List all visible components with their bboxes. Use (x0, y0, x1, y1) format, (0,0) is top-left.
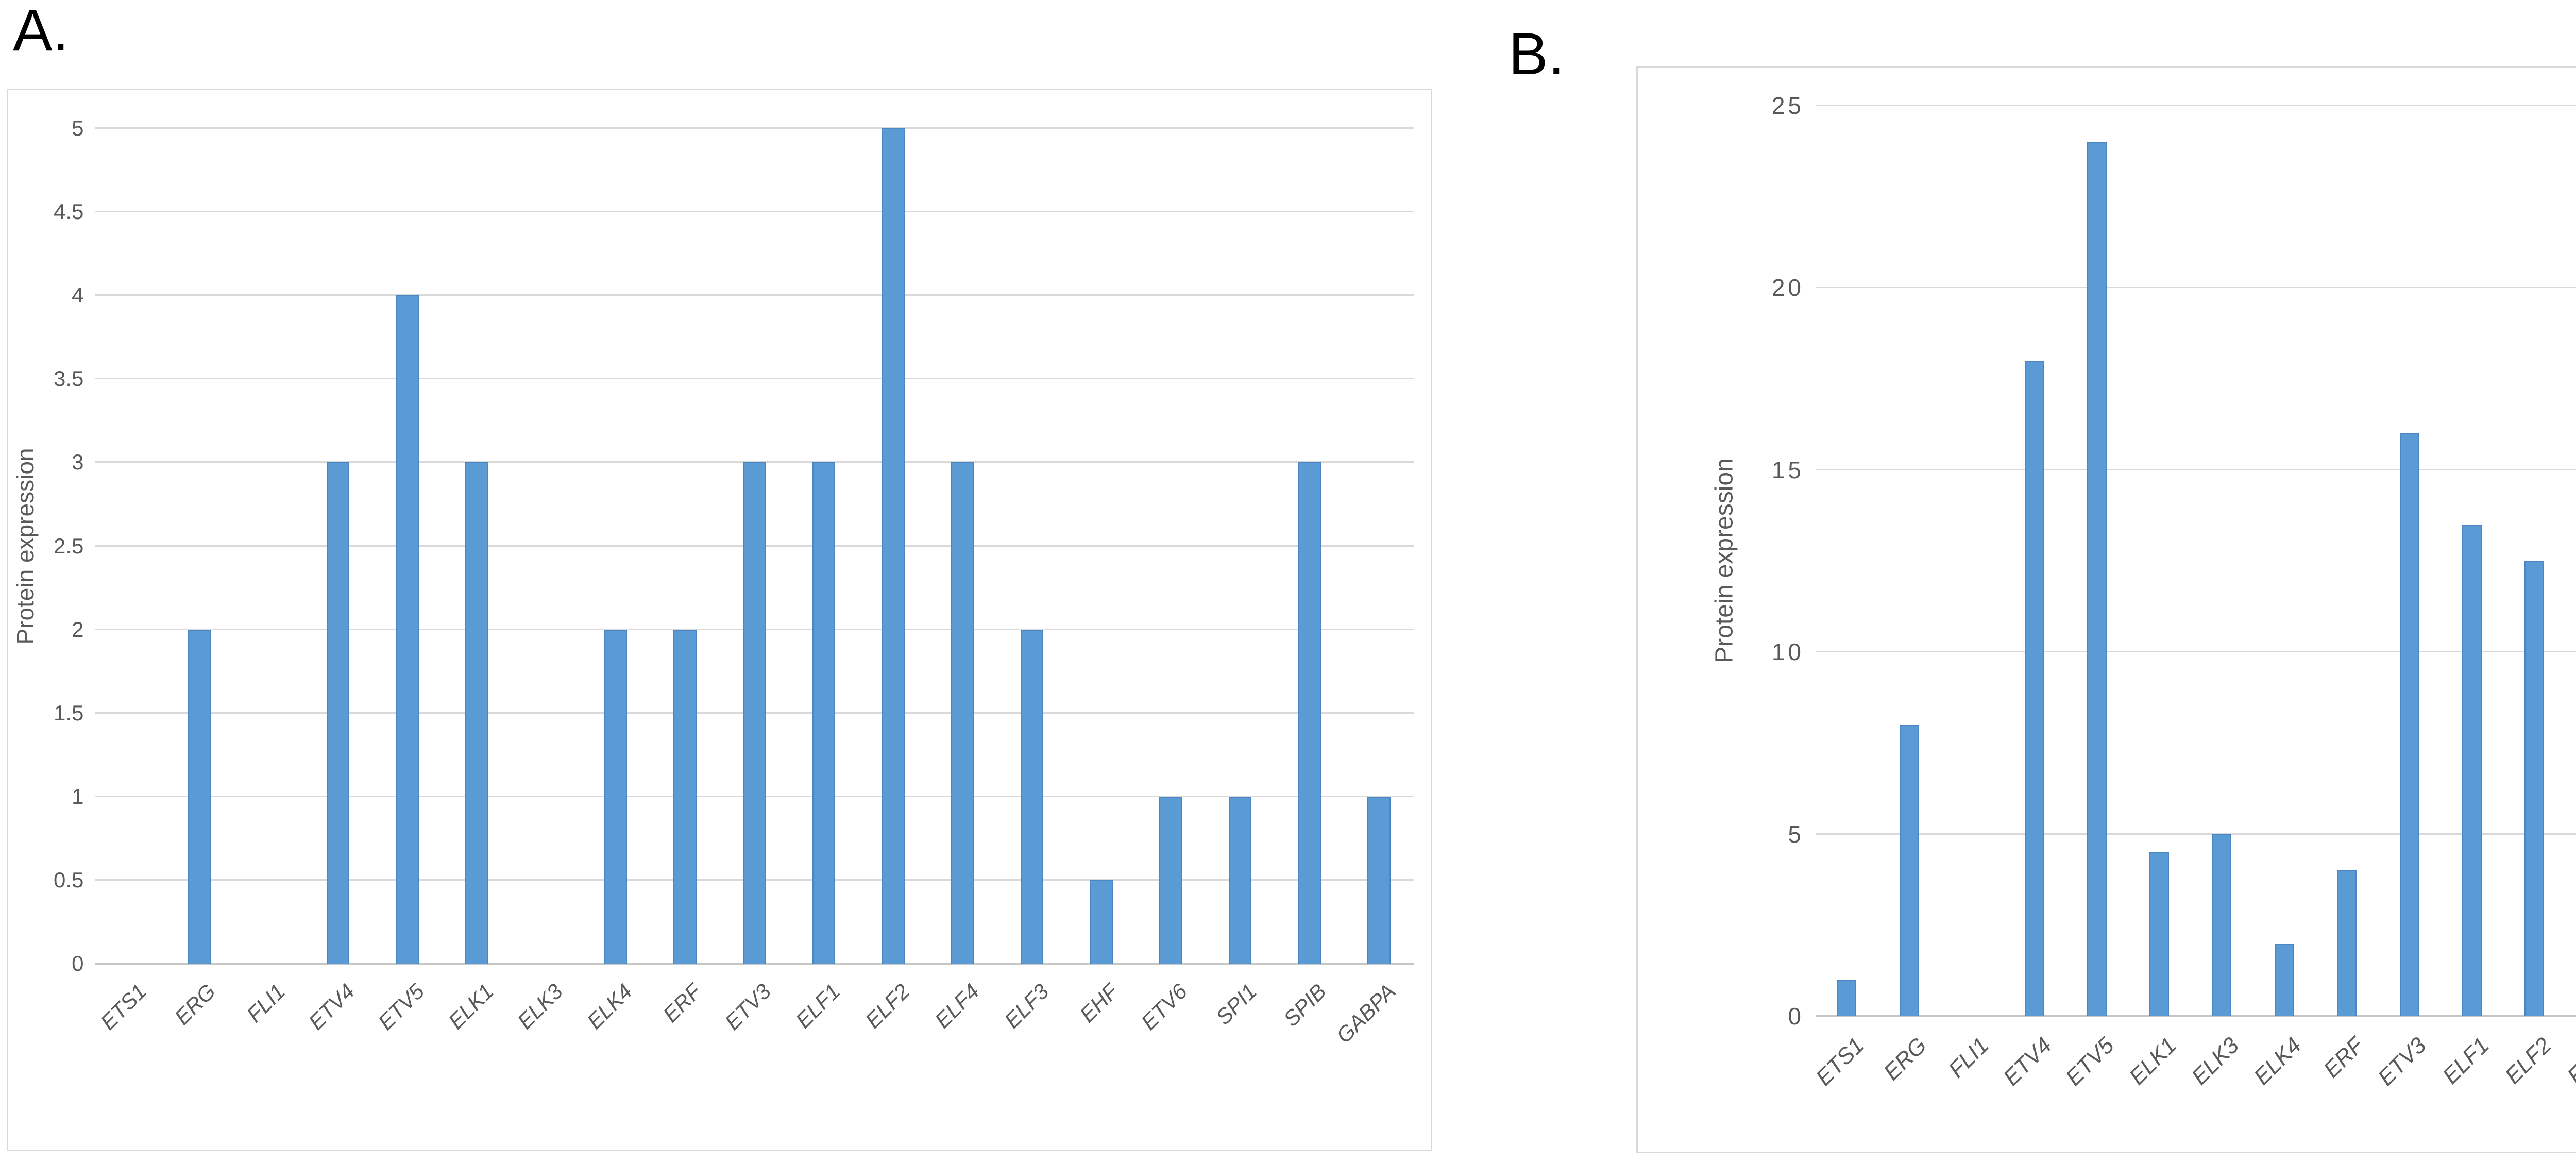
x-category-label-elf1: ELF1 (791, 979, 845, 1033)
bar-etv3 (2399, 433, 2419, 1016)
x-category-label-elk1: ELK1 (2124, 1033, 2181, 1090)
gridline (1816, 651, 2576, 653)
x-category-label-elf4: ELF4 (2563, 1033, 2576, 1089)
gridline (95, 461, 1414, 463)
bar-elk4 (604, 629, 627, 964)
y-tick-label: 0 (72, 951, 84, 976)
x-category-label-elf1: ELF1 (2437, 1033, 2494, 1089)
bar-erf (2337, 870, 2357, 1016)
y-tick-label: 25 (1771, 92, 1805, 119)
x-category-label-erg: ERG (1878, 1033, 1931, 1086)
y-tick-label: 2 (72, 617, 84, 642)
x-category-label-elf2: ELF2 (860, 979, 914, 1033)
bar-ehf (1090, 880, 1113, 964)
bar-etv3 (742, 462, 766, 964)
bar-etv4 (2024, 360, 2044, 1016)
bar-elf4 (951, 462, 974, 964)
bar-etv4 (326, 462, 350, 964)
gridline (1816, 833, 2576, 835)
y-tick-label: 5 (1788, 820, 1805, 848)
x-category-label-ehf: EHF (1075, 979, 1123, 1027)
bar-etv5 (396, 295, 419, 964)
x-category-label-erf: ERF (658, 979, 706, 1027)
bar-elk4 (2275, 943, 2294, 1016)
chart-b: Protein expression 0 5 10 15 20 25 ETS1 ERG FLI1… (1636, 66, 2576, 1153)
x-category-label-etv4: ETV4 (303, 979, 360, 1035)
bar-elf1 (812, 462, 836, 964)
bar-elk3 (2212, 834, 2232, 1016)
gridline (95, 294, 1414, 296)
panel-label-a: A. (13, 0, 69, 63)
y-tick-label: 3.5 (54, 366, 84, 391)
bar-erg (1900, 725, 1919, 1016)
y-tick-label: 4 (72, 283, 84, 308)
bar-gabpa (1367, 796, 1391, 964)
x-category-label-etv3: ETV3 (2373, 1033, 2432, 1091)
x-category-label-elk3: ELK3 (2187, 1033, 2244, 1090)
gridline (95, 211, 1414, 213)
x-category-label-ets1: ETS1 (95, 979, 151, 1035)
chart-a: Protein expression 0 0.5 1 1.5 2 2.5 3 3.5 4 4.5 5… (7, 89, 1432, 1151)
bar-elk1 (465, 462, 488, 964)
bar-elf1 (2462, 524, 2482, 1016)
y-tick-label: 3 (72, 450, 84, 475)
x-category-label-etv3: ETV3 (720, 979, 776, 1035)
x-category-label-fli1: FLI1 (242, 979, 290, 1027)
x-category-label-elk4: ELK4 (2249, 1033, 2307, 1090)
x-category-label-spi1: SPI1 (1211, 979, 1262, 1030)
gridline (1816, 468, 2576, 470)
x-category-label-etv4: ETV4 (1998, 1033, 2057, 1091)
y-tick-label: 20 (1771, 274, 1805, 301)
bar-erf (673, 629, 697, 964)
x-category-label-elk1: ELK1 (443, 979, 498, 1034)
bar-etv6 (1159, 796, 1182, 964)
bar-erg (188, 629, 211, 964)
bar-elf2 (2524, 561, 2544, 1016)
bar-elf2 (882, 128, 905, 964)
y-tick-label: 1.5 (54, 700, 84, 725)
x-category-label-etv5: ETV5 (2061, 1033, 2119, 1091)
x-category-label-elf4: ELF4 (930, 979, 984, 1033)
y-tick-label: 2.5 (54, 533, 84, 558)
bar-elf3 (1020, 629, 1044, 964)
gridline (1816, 104, 2576, 106)
x-category-label-elk4: ELK4 (582, 979, 637, 1034)
x-category-label-ets1: ETS1 (1810, 1033, 1869, 1091)
x-category-label-gabpa: GABPA (1331, 979, 1400, 1048)
x-category-label-elf2: ELF2 (2500, 1033, 2556, 1089)
x-category-label-fli1: FLI1 (1944, 1033, 1994, 1083)
x-category-label-spib: SPIB (1279, 979, 1331, 1032)
y-tick-label: 4.5 (54, 199, 84, 224)
y-tick-label: 5 (72, 116, 84, 141)
panel-label-b: B. (1509, 21, 1565, 87)
x-category-label-etv5: ETV5 (373, 979, 429, 1035)
bar-elk1 (2149, 852, 2170, 1016)
bar-ets1 (1837, 980, 1857, 1016)
x-category-label-erg: ERG (170, 979, 221, 1030)
gridline (95, 378, 1414, 380)
y-axis-title-b: Protein expression (1710, 458, 1738, 664)
x-category-label-etv6: ETV6 (1137, 979, 1192, 1035)
gridline (1816, 287, 2576, 289)
x-axis-line (1816, 1015, 2576, 1017)
gridline (95, 127, 1414, 129)
y-tick-label: 1 (72, 784, 84, 809)
y-tick-label: 0 (1788, 1003, 1805, 1030)
x-category-label-erf: ERF (2318, 1033, 2369, 1083)
y-tick-label: 15 (1771, 456, 1805, 483)
bar-etv5 (2087, 142, 2107, 1016)
y-tick-label: 0.5 (54, 868, 84, 892)
y-axis-title-a: Protein expression (12, 448, 39, 645)
bar-spi1 (1228, 796, 1252, 964)
x-category-label-elf3: ELF3 (999, 979, 1054, 1033)
bar-spib (1298, 462, 1321, 964)
x-category-label-elk3: ELK3 (513, 979, 568, 1034)
y-tick-label: 10 (1771, 638, 1805, 666)
